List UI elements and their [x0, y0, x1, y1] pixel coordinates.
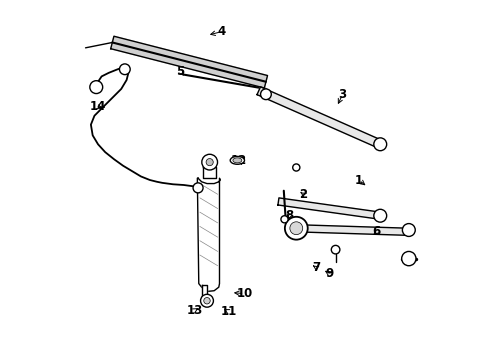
Polygon shape — [201, 285, 206, 296]
Circle shape — [281, 216, 287, 223]
Text: 8: 8 — [285, 209, 293, 222]
Ellipse shape — [230, 157, 244, 164]
Text: 13: 13 — [186, 304, 202, 317]
Text: 5: 5 — [176, 64, 184, 77]
Ellipse shape — [232, 158, 242, 163]
Text: 10: 10 — [236, 287, 252, 300]
Text: 2: 2 — [299, 188, 307, 201]
Polygon shape — [110, 36, 267, 88]
Circle shape — [402, 224, 414, 237]
Circle shape — [373, 209, 386, 222]
Polygon shape — [197, 178, 220, 292]
Circle shape — [292, 164, 299, 171]
Text: 4: 4 — [217, 25, 225, 38]
Polygon shape — [294, 225, 408, 235]
Circle shape — [260, 89, 271, 100]
Circle shape — [331, 246, 339, 254]
Polygon shape — [257, 87, 381, 148]
Circle shape — [289, 222, 302, 235]
Circle shape — [203, 297, 210, 304]
Circle shape — [90, 81, 102, 94]
Circle shape — [200, 294, 213, 307]
Text: 6: 6 — [372, 225, 380, 238]
Text: 11: 11 — [220, 305, 236, 318]
Circle shape — [193, 183, 203, 193]
Circle shape — [202, 154, 217, 170]
Circle shape — [205, 158, 213, 166]
Text: 9: 9 — [325, 267, 333, 280]
Text: 7: 7 — [311, 261, 319, 274]
Circle shape — [401, 251, 415, 266]
Circle shape — [373, 138, 386, 151]
Text: 14: 14 — [90, 100, 106, 113]
Circle shape — [119, 64, 130, 75]
Text: 12: 12 — [230, 154, 247, 167]
Circle shape — [285, 217, 307, 240]
Text: 1: 1 — [354, 174, 362, 186]
Polygon shape — [203, 167, 216, 178]
Polygon shape — [277, 198, 380, 219]
Text: 3: 3 — [338, 88, 346, 101]
